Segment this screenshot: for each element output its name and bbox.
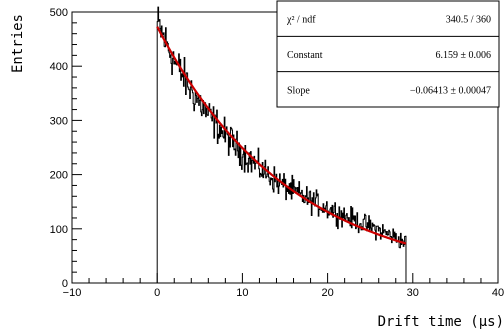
y-tick-label: 0 bbox=[62, 278, 68, 290]
stat-label-chi2: χ² / ndf bbox=[286, 15, 316, 26]
y-axis-label: Entries bbox=[10, 14, 26, 73]
stat-value-chi2: 340.5 / 360 bbox=[446, 15, 491, 26]
y-tick-label: 200 bbox=[50, 170, 68, 182]
x-tick-label: 20 bbox=[321, 287, 333, 299]
stat-value-slope: −0.06413 ± 0.00047 bbox=[410, 85, 491, 96]
y-tick-label: 300 bbox=[50, 115, 68, 127]
fit-stats-box: χ² / ndf 340.5 / 360 Constant 6.159 ± 0.… bbox=[276, 0, 500, 108]
x-tick-label: 0 bbox=[154, 287, 160, 299]
y-tick-label: 100 bbox=[50, 224, 68, 236]
y-tick-label: 400 bbox=[50, 61, 68, 73]
x-tick-label: 10 bbox=[236, 287, 248, 299]
fit-curve bbox=[156, 26, 407, 245]
x-tick-label: −10 bbox=[63, 287, 82, 299]
stat-label-slope: Slope bbox=[287, 85, 310, 96]
x-axis-label: Drift time (µs) bbox=[378, 314, 504, 330]
y-tick-label: 500 bbox=[50, 7, 68, 19]
y-axis: 0 100 200 300 400 500 bbox=[50, 7, 82, 290]
x-tick-label: 40 bbox=[492, 287, 504, 299]
stat-label-constant: Constant bbox=[287, 50, 323, 61]
x-axis: −10 0 10 20 30 40 bbox=[63, 273, 504, 299]
x-tick-label: 30 bbox=[407, 287, 419, 299]
stat-value-constant: 6.159 ± 0.006 bbox=[436, 50, 492, 61]
